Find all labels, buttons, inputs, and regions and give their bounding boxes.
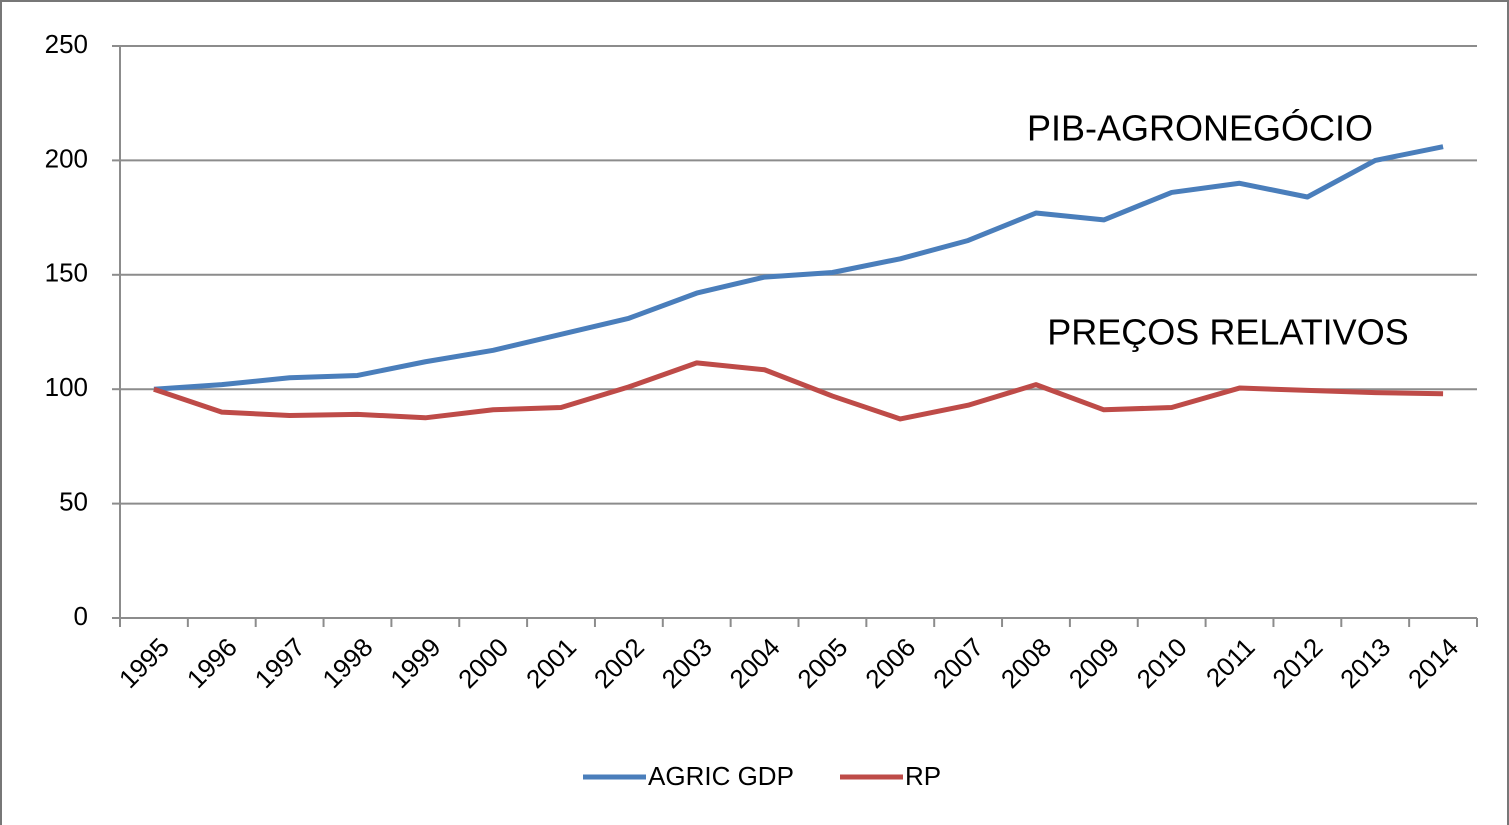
series-line bbox=[153, 144, 1444, 392]
x-tick-label: 2011 bbox=[1200, 632, 1261, 693]
x-tick-label: 2005 bbox=[791, 632, 853, 694]
annotation: PREÇOS RELATIVOS bbox=[1047, 312, 1408, 353]
x-tick-label: 2003 bbox=[656, 632, 718, 694]
x-tick-label: 2010 bbox=[1131, 632, 1193, 694]
x-tick-label: 2007 bbox=[927, 632, 989, 694]
x-tick-label: 2006 bbox=[859, 632, 921, 694]
annotation: PIB-AGRONEGÓCIO bbox=[1027, 108, 1373, 149]
x-tick-label: 2014 bbox=[1402, 632, 1464, 694]
legend-label: RP bbox=[905, 761, 941, 791]
x-tick-label: 2009 bbox=[1063, 632, 1125, 694]
x-tick-label: 1997 bbox=[249, 632, 311, 694]
x-tick-label: 1998 bbox=[316, 632, 378, 694]
x-tick-label: 2000 bbox=[452, 632, 514, 694]
legend-label: AGRIC GDP bbox=[648, 761, 794, 791]
x-tick-label: 1995 bbox=[113, 632, 175, 694]
y-tick-label: 50 bbox=[59, 486, 88, 516]
x-tick-label: 2004 bbox=[724, 632, 786, 694]
x-tick-label: 2012 bbox=[1266, 632, 1328, 694]
y-tick-label: 200 bbox=[45, 143, 88, 173]
series-line bbox=[153, 360, 1444, 422]
y-tick-label: 0 bbox=[74, 601, 88, 631]
x-tick-label: 2008 bbox=[995, 632, 1057, 694]
x-tick-label: 1999 bbox=[384, 632, 446, 694]
y-tick-label: 250 bbox=[45, 29, 88, 59]
x-tick-label: 1996 bbox=[181, 632, 243, 694]
x-tick-label: 2001 bbox=[520, 632, 582, 694]
x-tick-label: 2002 bbox=[588, 632, 650, 694]
y-tick-label: 150 bbox=[45, 258, 88, 288]
x-tick-label: 2013 bbox=[1334, 632, 1396, 694]
y-tick-label: 100 bbox=[45, 372, 88, 402]
